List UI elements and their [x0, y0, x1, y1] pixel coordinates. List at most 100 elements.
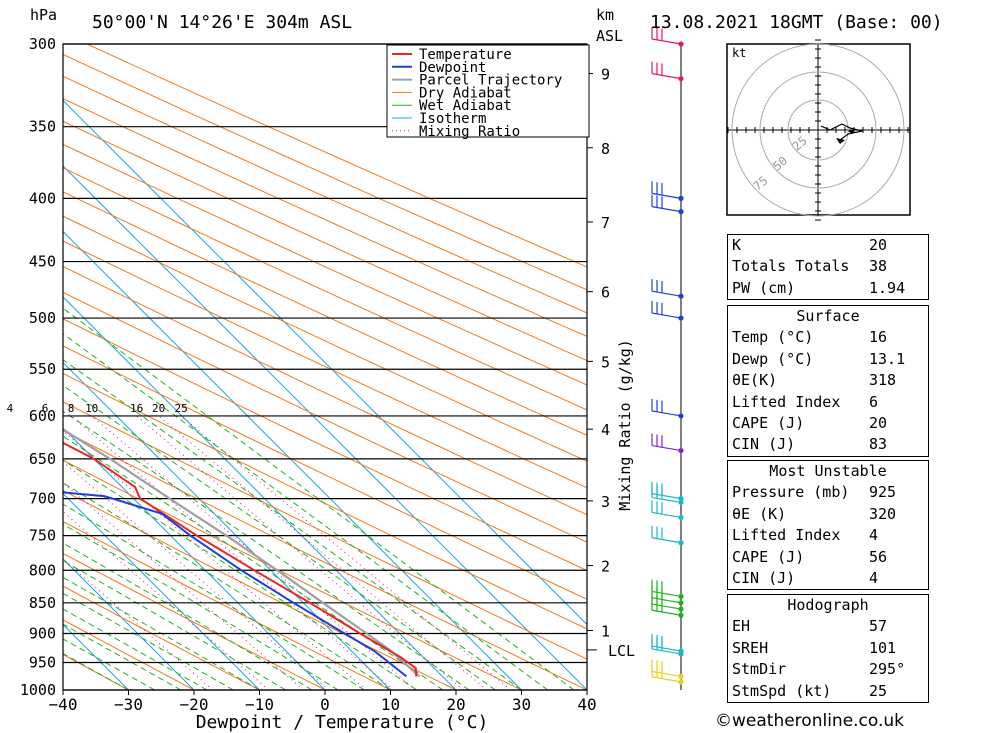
mu-label: Lifted Index: [732, 526, 841, 545]
wet-adiabat-line: [63, 592, 234, 690]
hodo-row: SREH 101: [728, 638, 928, 659]
mu-label: CAPE (J): [732, 547, 805, 566]
index-row-totals: Totals Totals 38: [728, 256, 928, 277]
lcl-label: LCL: [608, 642, 635, 660]
pressure-label: 800: [29, 561, 56, 579]
hodograph-unit: kt: [732, 46, 746, 60]
mu-value: 320: [869, 504, 897, 523]
surface-label: θE(K): [732, 371, 778, 390]
surface-value: 6: [869, 392, 879, 411]
km-tick-label: 1: [601, 623, 610, 641]
mu-label: CIN (J): [732, 568, 796, 587]
hodo-row: StmDir 295°: [728, 659, 928, 680]
wind-barb-staff: [651, 206, 682, 213]
wind-barb-staff: [651, 290, 682, 297]
surface-label: Lifted Index: [732, 392, 841, 411]
pressure-label: 450: [29, 253, 56, 271]
wet-adiabat-line: [63, 576, 260, 690]
most-unstable-title: Most Unstable: [728, 460, 928, 482]
hodo-label: EH: [732, 617, 751, 636]
axis-labels: 1234681016202530035040045050055060065070…: [7, 35, 636, 714]
mixing-ratio-label: 20: [152, 402, 165, 415]
mu-value: 4: [869, 526, 879, 545]
hodo-label: StmDir: [732, 660, 787, 679]
hodograph-ring: [759, 71, 877, 189]
km-tick-label: 7: [601, 214, 610, 232]
mu-row: CIN (J) 4: [728, 568, 928, 589]
surface-row: Temp (°C) 16: [728, 327, 928, 348]
temperature-line: [63, 441, 418, 677]
hodo-label: SREH: [732, 638, 769, 657]
dry-adiabat-line: [63, 345, 587, 600]
index-value: 1.94: [869, 278, 906, 297]
dry-adiabat-line: [63, 489, 457, 690]
wet-adiabat-line: [63, 333, 549, 690]
wind-barbs: [651, 27, 684, 690]
wind-barb-staff: [651, 670, 682, 678]
dry-adiabat-line: [63, 619, 195, 690]
wet-adiabat-line: [63, 459, 417, 690]
hodo-label: StmSpd (kt): [732, 681, 832, 700]
mixing-ratio-line: [180, 415, 512, 690]
index-row-k: K 20: [728, 235, 928, 256]
wind-barb-staff: [651, 73, 682, 80]
x-tick-label: −10: [245, 695, 274, 714]
wind-barb-staff: [651, 511, 682, 519]
surface-row: CIN (J) 83: [728, 434, 928, 455]
indices-table: K 20 Totals Totals 38 PW (cm) 1.94: [727, 234, 929, 301]
mu-row: Pressure (mb) 925: [728, 482, 928, 503]
pressure-label: 750: [29, 527, 56, 545]
wind-barb-staff: [651, 648, 682, 655]
surface-value: 13.1: [869, 349, 906, 368]
datetime-title: 13.08.2021 18GMT (Base: 00): [650, 12, 943, 33]
x-tick-label: 20: [446, 695, 465, 714]
hodo-value: 25: [869, 681, 888, 700]
pressure-unit-label: hPa: [30, 6, 57, 24]
mu-label: Pressure (mb): [732, 483, 850, 502]
wind-barb-staff: [651, 537, 682, 544]
profile-lines: [63, 428, 421, 678]
wind-barb-staff: [651, 312, 682, 319]
hodograph-ring: [787, 99, 849, 161]
legend-label: Wet Adiabat: [419, 98, 512, 114]
surface-label: Dewp (°C): [732, 349, 814, 368]
surface-label: CAPE (J): [732, 413, 805, 432]
wind-barb-staff: [651, 590, 682, 598]
isotherm-line: [63, 558, 195, 690]
most-unstable-table: Most Unstable Pressure (mb) 925 θE (K) 320…: [727, 460, 929, 591]
surface-value: 20: [869, 413, 888, 432]
wind-barb-staff: [651, 603, 682, 610]
km-tick-label: 9: [601, 66, 610, 84]
isotherm-line: [63, 427, 326, 690]
pressure-label: 650: [29, 450, 56, 468]
surface-row: Dewp (°C) 13.1: [728, 349, 928, 370]
pressure-label: 850: [29, 594, 56, 612]
dewpoint-line: [63, 491, 408, 678]
km-tick-label: 4: [601, 421, 610, 439]
dry-adiabat-line: [86, 44, 587, 268]
mixing-ratio-label: 6: [42, 402, 49, 415]
km-tick-label: 5: [601, 353, 610, 371]
wet-adiabat-line: [63, 359, 522, 690]
hodo-value: 101: [869, 638, 897, 657]
height-ref-label: ASL: [596, 27, 623, 45]
x-tick-label: −40: [49, 695, 78, 714]
legend-label: Dry Adiabat: [419, 85, 512, 101]
surface-label: Temp (°C): [732, 328, 814, 347]
legend-label: Dewpoint: [419, 60, 486, 76]
km-tick-label: 6: [601, 284, 610, 302]
x-axis-title: Dewpoint / Temperature (°C): [196, 712, 489, 733]
hodo-value: 57: [869, 617, 888, 636]
x-tick-label: 10: [381, 695, 400, 714]
footer-credit[interactable]: ©weatheronline.co.uk: [715, 711, 905, 731]
mixing-ratio-label: 10: [85, 402, 98, 415]
dry-adiabat-line: [63, 167, 587, 411]
wet-adiabat-line: [63, 608, 208, 690]
wet-adiabat-line: [63, 307, 575, 690]
pressure-label: 500: [29, 309, 56, 327]
pressure-label: 900: [29, 625, 56, 643]
mu-value: 4: [869, 568, 879, 587]
index-value: 38: [869, 257, 888, 276]
index-label: Totals Totals: [732, 257, 850, 276]
